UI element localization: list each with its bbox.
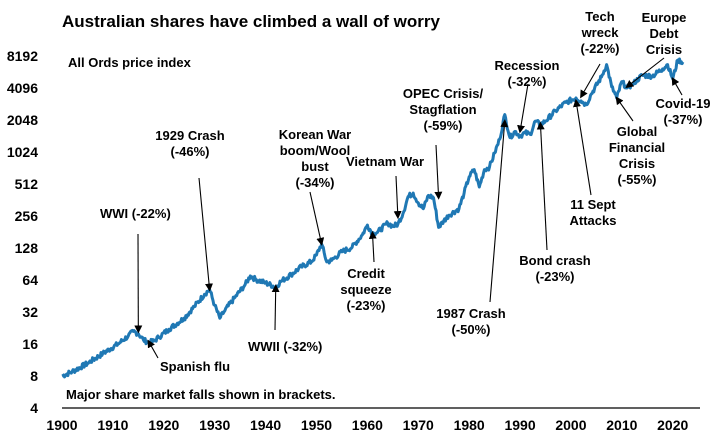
y-tick-label: 4096 (7, 80, 38, 96)
annotation-gfc: Global Financial Crisis (-55%) (609, 96, 665, 187)
annotation-arrow (393, 175, 402, 220)
x-tick-label: 1960 (352, 417, 383, 433)
x-tick-label: 2010 (606, 417, 637, 433)
annotation-opec: OPEC Crisis/Stagflation (-59%) (403, 86, 484, 200)
x-tick-label: 1930 (199, 417, 230, 433)
y-tick-label: 4 (30, 400, 38, 416)
annotation-arrow (671, 77, 683, 96)
x-tick-label: 2000 (555, 417, 586, 433)
annotation-label: WWI (-22%) (100, 206, 171, 221)
chart-footnote: Major share market falls shown in bracke… (66, 387, 336, 402)
annotation-label: WWII (-32%) (248, 339, 322, 354)
annotation-arrow (434, 144, 443, 200)
annotation-label: Korean War boom/Wool bust (-34%) (279, 127, 351, 190)
annotation-bond-crash: Bond crash (-23%) (519, 121, 591, 284)
x-tick-label: 1920 (148, 417, 179, 433)
annotation-label: 1929 Crash (-46%) (155, 128, 224, 159)
annotation-wwi: WWI (-22%) (100, 206, 171, 334)
x-tick-label: 1950 (301, 417, 332, 433)
annotation-arrow (517, 83, 529, 134)
annotation-arrow (625, 57, 665, 89)
y-tick-label: 8 (30, 368, 38, 384)
annotation-label: Europe Debt Crisis (642, 10, 687, 57)
annotation-arrow (580, 63, 601, 99)
y-tick-label: 128 (15, 240, 39, 256)
chart-subtitle: All Ords price index (68, 55, 191, 70)
y-axis: 4 8 16 32 64 128 256 512 1024 2048 4096 8192 (7, 48, 38, 416)
annotation-label: Bond crash (-23%) (519, 253, 591, 284)
y-tick-label: 32 (22, 304, 38, 320)
x-tick-label: 1940 (250, 417, 281, 433)
x-tick-label: 1900 (46, 417, 77, 433)
annotation-credit-squeeze: Credit squeeze (-23%) (340, 230, 392, 313)
annotation-crash-1929: 1929 Crash (-46%) (155, 128, 225, 292)
annotation-label: Tech wreck (-22%) (580, 9, 619, 56)
annotation-arrow (489, 119, 509, 303)
chart-title: Australian shares have climbed a wall of… (62, 12, 440, 31)
y-tick-label: 2048 (7, 112, 38, 128)
annotation-arrow (198, 177, 214, 292)
annotation-label: Spanish flu (160, 359, 230, 374)
annotation-label: Recession (-32%) (494, 58, 559, 89)
y-tick-label: 16 (22, 336, 38, 352)
annotation-wwii: WWII (-32%) (248, 284, 322, 354)
annotation-tech-wreck: Tech wreck (-22%) (580, 9, 620, 99)
y-tick-label: 8192 (7, 48, 38, 64)
annotation-crash-1987: 1987 Crash (-50%) (436, 119, 509, 337)
annotation-vietnam-war: Vietnam War (346, 154, 424, 220)
annotation-arrow (615, 96, 634, 122)
annotation-recession: Recession (-32%) (494, 58, 560, 134)
x-axis: 1900 1910 1920 1930 1940 1950 1960 1970 1980 1990… (46, 407, 700, 433)
y-tick-label: 64 (22, 272, 38, 288)
annotation-label: Vietnam War (346, 154, 424, 169)
annotation-korean-war: Korean War boom/Wool bust (-34%) (279, 127, 351, 246)
annotation-label: Covid-19 (-37%) (656, 96, 711, 127)
annotation-label: Credit squeeze (-23%) (340, 266, 391, 313)
y-tick-label: 1024 (7, 144, 38, 160)
x-tick-label: 1980 (454, 417, 485, 433)
x-tick-label: 1990 (504, 417, 535, 433)
x-tick-label: 1910 (97, 417, 128, 433)
annotation-arrow (368, 230, 377, 263)
annotation-spanish-flu: Spanish flu (147, 339, 230, 374)
annotation-arrow (147, 339, 159, 359)
annotation-arrow (271, 284, 280, 331)
annotation-arrow (536, 121, 548, 251)
annotations-group: WWI (-22%) Spanish flu 1929 Crash (-46%) WWI… (100, 9, 710, 374)
x-tick-label: 1970 (403, 417, 434, 433)
x-tick-label: 2020 (657, 417, 688, 433)
annotation-europe-debt: Europe Debt Crisis (625, 10, 687, 89)
annotation-label: 11 Sept Attacks (570, 197, 617, 228)
annotation-sept-11: 11 Sept Attacks (570, 98, 617, 228)
annotation-covid: Covid-19 (-37%) (656, 77, 711, 127)
y-tick-label: 512 (15, 176, 39, 192)
annotation-label: OPEC Crisis/Stagflation (-59%) (403, 86, 484, 133)
annotation-arrow (573, 98, 592, 196)
annotation-label: Global Financial Crisis (-55%) (609, 124, 665, 187)
annotation-label: 1987 Crash (-50%) (436, 306, 505, 337)
annotation-arrow (309, 191, 325, 246)
y-tick-label: 256 (15, 208, 39, 224)
